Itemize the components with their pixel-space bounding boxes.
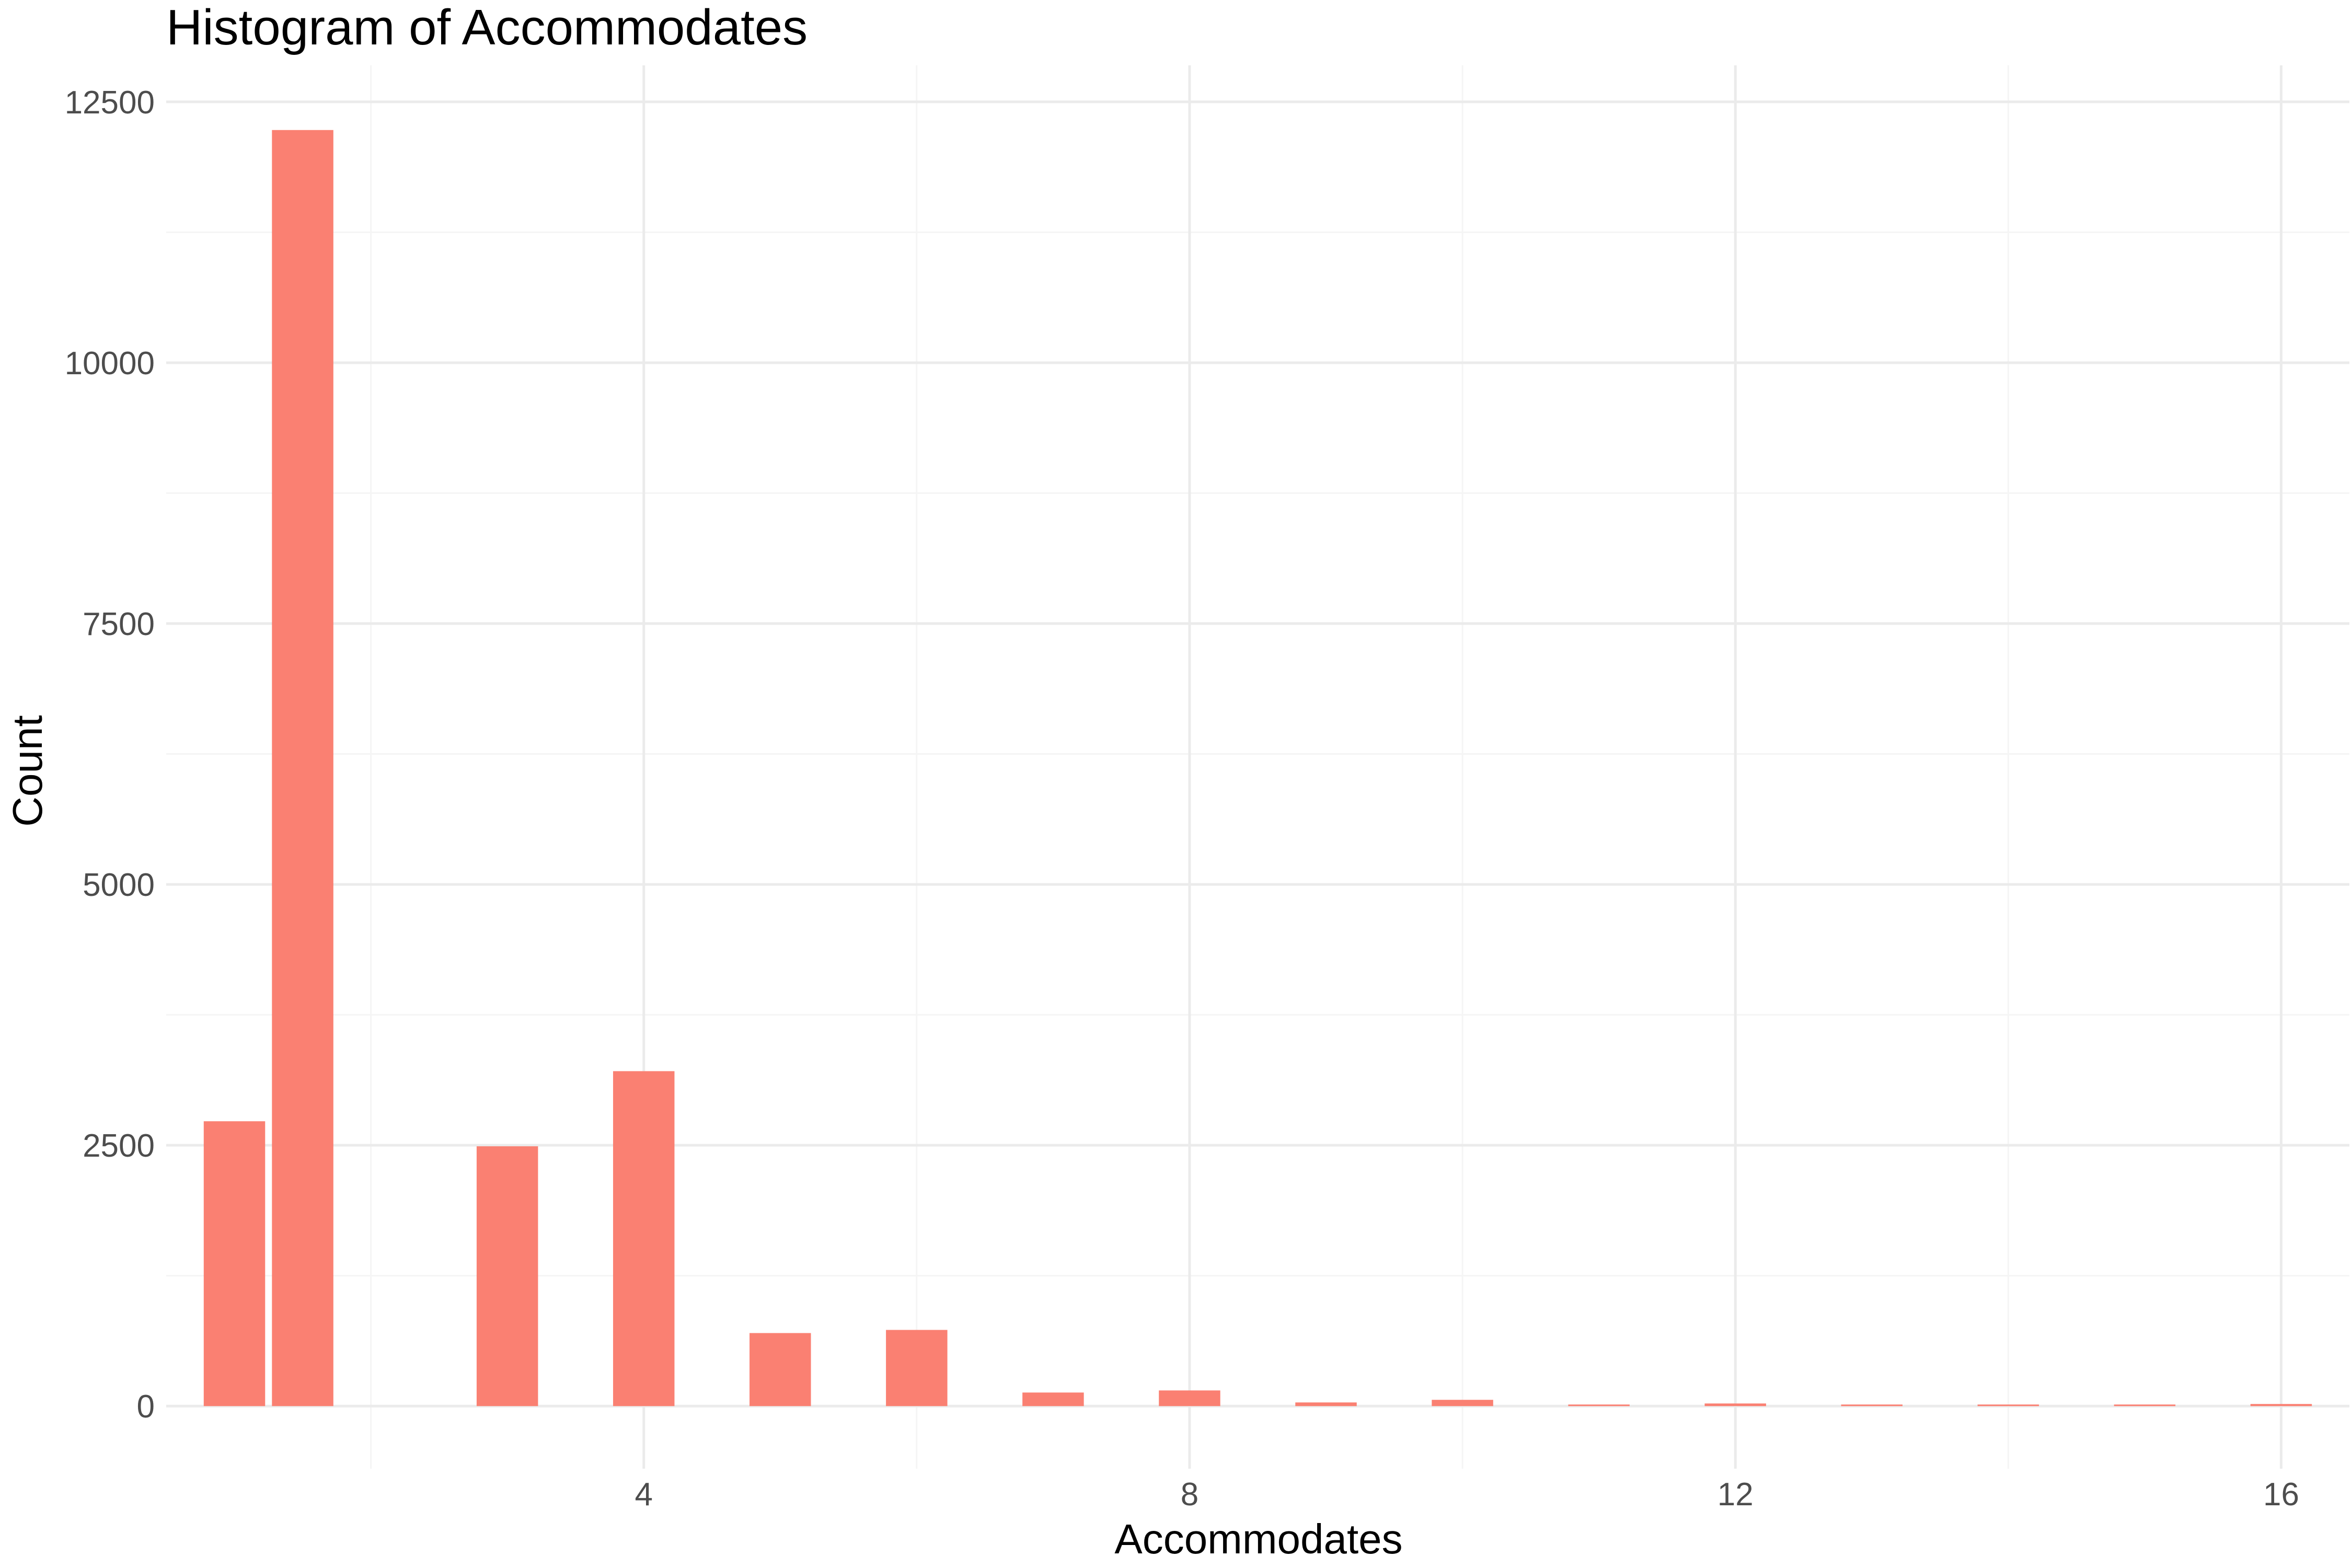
histogram-bar <box>613 1071 675 1406</box>
y-tick-label: 0 <box>137 1389 155 1425</box>
bar-layer <box>203 130 2312 1406</box>
x-tick-label: 4 <box>635 1477 652 1513</box>
histogram-bar <box>1022 1392 1084 1406</box>
x-tick-label: 8 <box>1181 1477 1198 1513</box>
y-axis-title: Count <box>4 715 51 826</box>
y-tick-label: 5000 <box>83 867 155 903</box>
y-tick-label: 12500 <box>65 85 155 121</box>
histogram-bar <box>203 1121 266 1406</box>
y-tick-label: 10000 <box>65 345 155 382</box>
histogram-bar <box>1159 1390 1220 1406</box>
histogram-bar <box>2250 1404 2312 1406</box>
histogram-bar <box>886 1330 948 1406</box>
histogram-bar <box>2114 1404 2176 1406</box>
histogram-bar <box>750 1333 811 1406</box>
histogram-bar <box>1432 1400 1493 1406</box>
histogram-bar <box>1704 1403 1766 1406</box>
x-axis-title: Accommodates <box>1114 1516 1402 1562</box>
y-tick-label: 7500 <box>83 606 155 642</box>
x-tick-label: 16 <box>2263 1477 2299 1513</box>
histogram-bar <box>1841 1404 1903 1406</box>
histogram-bar <box>1568 1404 1630 1406</box>
chart-title: Histogram of Accommodates <box>166 0 808 55</box>
histogram-bar <box>476 1146 538 1406</box>
grid-layer <box>166 65 2349 1469</box>
histogram-bar <box>1295 1402 1357 1406</box>
tick-label-layer: 0 2500 5000 7500 10000 12500 4 8 12 16 <box>65 85 2299 1513</box>
histogram-bar <box>1977 1404 2039 1406</box>
y-tick-label: 2500 <box>83 1128 155 1164</box>
histogram-bar <box>272 130 333 1406</box>
x-tick-label: 12 <box>1717 1477 1754 1513</box>
